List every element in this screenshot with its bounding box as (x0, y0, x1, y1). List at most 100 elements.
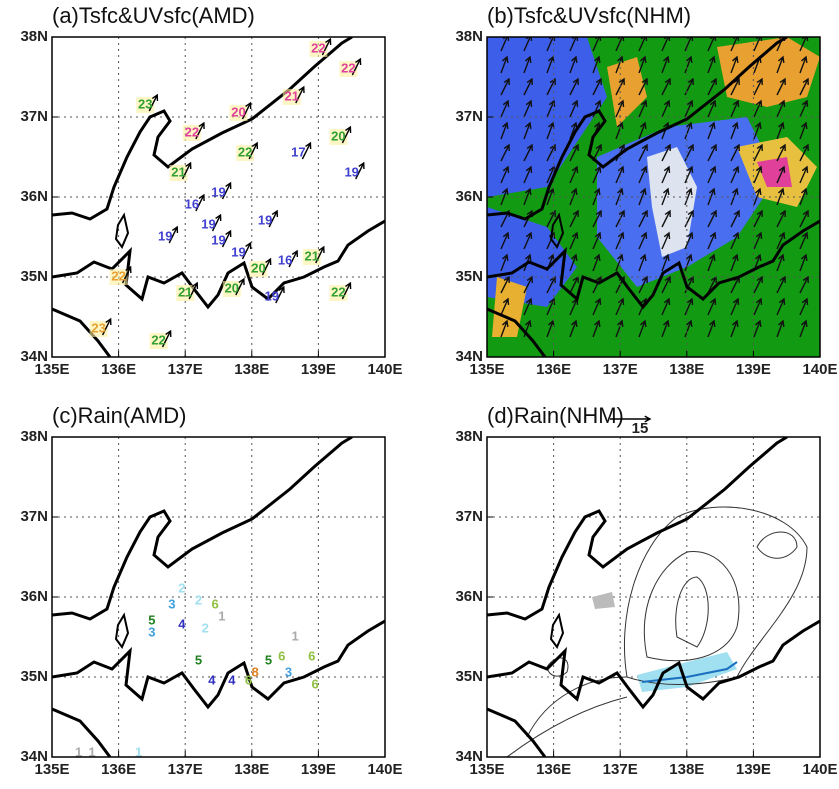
wind-vector (500, 319, 509, 338)
wind-vector (776, 187, 785, 206)
wind-vector (500, 297, 510, 316)
wind-vector (707, 209, 717, 228)
wind-vector (753, 275, 763, 294)
rain-contour (643, 550, 740, 662)
wind-vector (799, 275, 809, 294)
wind-vector (684, 231, 694, 250)
panel-title: (a)Tsfc&UVsfc(AMD) (52, 3, 255, 28)
rain-contour (624, 506, 808, 685)
x-tick-label: 135E (469, 361, 504, 378)
station-value: 5 (195, 652, 202, 667)
wind-vector (295, 85, 305, 104)
wind-vector (161, 329, 172, 348)
wind-vector (707, 99, 717, 118)
wind-vector (661, 143, 671, 162)
station-value: 21 (178, 284, 192, 299)
station-value: 19 (201, 216, 215, 231)
wind-vector (661, 231, 671, 250)
wind-vector (730, 143, 740, 162)
wind-vector (753, 231, 763, 250)
wind-vector (753, 209, 763, 228)
station-value: 16 (185, 196, 199, 211)
wind-vector (799, 209, 809, 228)
wind-vector (592, 55, 601, 74)
station-value: 22 (311, 40, 325, 55)
wind-vector (546, 77, 556, 96)
station-value: 22 (238, 144, 252, 159)
station-value: 22 (341, 60, 355, 75)
wind-vector (181, 161, 192, 180)
station-value: 4 (208, 672, 216, 687)
wind-vector (776, 253, 785, 272)
field-coldest (647, 147, 697, 257)
station-value: 2 (195, 592, 202, 607)
wind-vector (684, 319, 693, 338)
wind-vector (753, 143, 763, 162)
y-tick-label: 37N (455, 108, 483, 125)
wind-vector (546, 319, 555, 338)
wind-vector (730, 209, 740, 228)
wind-vector (684, 253, 693, 272)
wind-vector (288, 249, 299, 268)
wind-vector (355, 161, 365, 180)
reference-vector (610, 415, 652, 423)
y-tick-label: 35N (20, 668, 48, 685)
x-tick-label: 140E (367, 761, 402, 778)
wind-vector (776, 297, 786, 316)
y-tick-label: 35N (455, 668, 483, 685)
wind-vector (500, 231, 510, 250)
x-tick-label: 140E (802, 361, 837, 378)
wind-vector (500, 275, 510, 294)
wind-vector (523, 55, 532, 74)
wind-vector (523, 143, 533, 162)
x-tick-label: 137E (168, 361, 203, 378)
wind-vector (730, 297, 740, 316)
station-value: 20 (231, 104, 245, 119)
station-value: 8 (252, 664, 259, 679)
wind-vector (500, 77, 510, 96)
wind-vector (546, 121, 555, 140)
wind-vector (500, 55, 509, 74)
wind-vector (500, 165, 510, 184)
wind-vector (799, 99, 809, 118)
wind-vector (638, 253, 647, 272)
wind-vector (341, 125, 352, 144)
plot-area (487, 37, 820, 357)
wind-vector (241, 241, 252, 260)
wind-vector (546, 297, 556, 316)
wind-vector (661, 275, 671, 294)
wind-vector (638, 77, 648, 96)
wind-vector (684, 99, 694, 118)
station-value: 19 (344, 164, 358, 179)
station-value: 22 (111, 268, 125, 283)
wind-vector (661, 165, 671, 184)
wind-vector (569, 209, 579, 228)
wind-vector (707, 121, 716, 140)
x-tick-label: 137E (168, 761, 203, 778)
wind-vector (638, 319, 647, 338)
wind-vector (546, 99, 556, 118)
wind-vector (569, 165, 579, 184)
wind-vector (592, 297, 602, 316)
wind-vector (638, 165, 648, 184)
wind-vector (684, 121, 693, 140)
station-value: 20 (331, 128, 345, 143)
x-tick-label: 139E (301, 761, 336, 778)
y-tick-label: 34N (20, 348, 48, 365)
wind-vector (615, 121, 624, 140)
y-tick-label: 34N (20, 748, 48, 765)
wind-vector (195, 121, 205, 140)
station-value: 3 (168, 596, 175, 611)
x-tick-label: 136E (101, 361, 136, 378)
wind-vector (275, 285, 285, 304)
wind-vector (638, 231, 648, 250)
wind-vector (776, 209, 786, 228)
wind-vector (776, 319, 785, 338)
wind-vector (707, 55, 716, 74)
wind-vector (241, 101, 252, 120)
x-tick-label: 138E (669, 761, 704, 778)
wind-vector (638, 121, 647, 140)
station-value: 21 (285, 88, 299, 103)
wind-vector (523, 77, 533, 96)
